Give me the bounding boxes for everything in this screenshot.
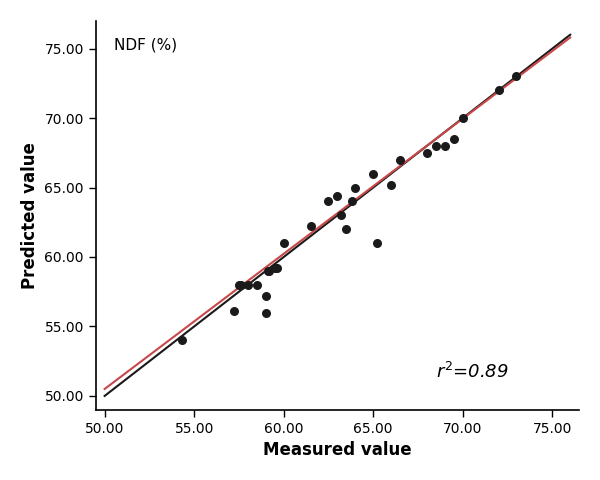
Point (261, 292, 271, 300)
Point (422, 149, 432, 156)
Point (368, 170, 378, 178)
Point (458, 114, 467, 122)
X-axis label: Measured value: Measured value (263, 441, 412, 459)
Point (306, 223, 316, 230)
Point (252, 281, 262, 288)
Point (372, 239, 382, 247)
Point (494, 86, 503, 94)
Y-axis label: Predicted value: Predicted value (21, 142, 39, 289)
Point (272, 264, 281, 272)
Point (512, 72, 521, 80)
Point (236, 281, 245, 288)
Text: $r^2$=0.89: $r^2$=0.89 (436, 362, 508, 382)
Point (243, 281, 253, 288)
Point (386, 181, 396, 189)
Text: NDF (%): NDF (%) (113, 37, 177, 52)
Point (336, 212, 346, 219)
Point (431, 142, 441, 150)
Point (347, 198, 356, 205)
Point (279, 239, 289, 247)
Point (440, 142, 449, 150)
Point (234, 281, 244, 288)
Point (449, 135, 458, 143)
Point (229, 307, 238, 315)
Point (263, 267, 272, 275)
Point (341, 226, 351, 233)
Point (332, 192, 342, 200)
Point (177, 336, 187, 344)
Point (265, 267, 274, 275)
Point (270, 264, 280, 272)
Point (395, 156, 405, 164)
Point (350, 184, 360, 192)
Point (261, 309, 271, 316)
Point (323, 198, 333, 205)
